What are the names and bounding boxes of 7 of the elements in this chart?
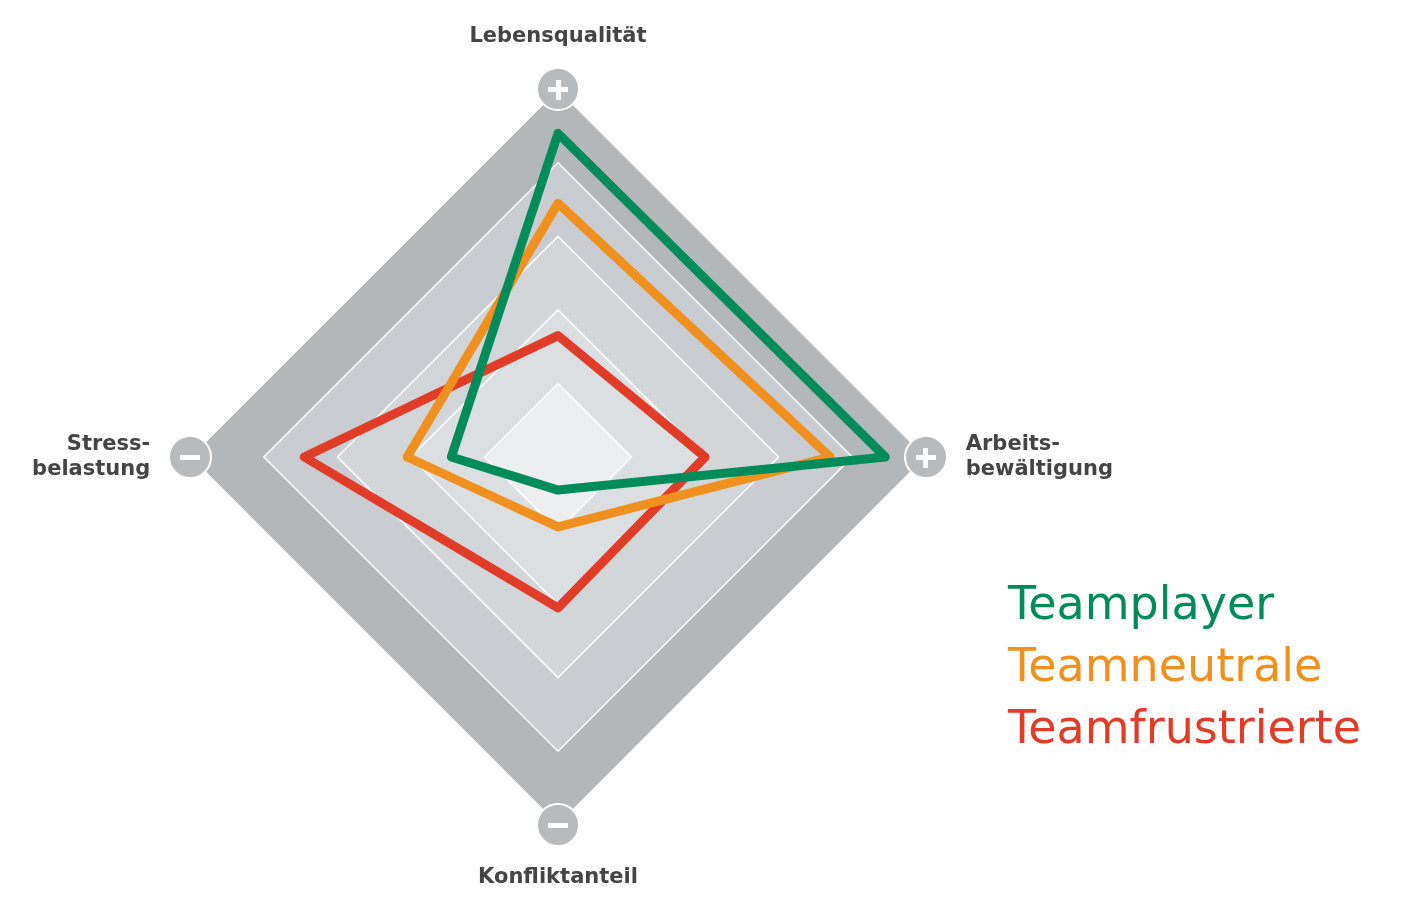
text: Teamneutrale: [1008, 637, 1324, 694]
spoke-label: Lebensqualität: [469, 23, 647, 48]
spoke-label: Arbeits- bewältigung: [965, 430, 1113, 481]
spoke-label: Stress- belastung: [32, 430, 151, 481]
text: Teamplayer: [1008, 575, 1276, 632]
spoke-label: Konfliktanteil: [478, 863, 638, 888]
text: Teamfrustrierte: [1008, 699, 1362, 756]
